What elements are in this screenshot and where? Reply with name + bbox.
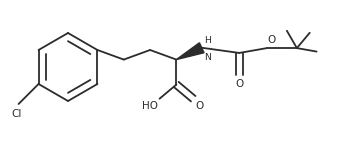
- Text: N: N: [204, 53, 211, 62]
- Text: O: O: [235, 79, 244, 89]
- Text: H: H: [204, 36, 211, 45]
- Text: O: O: [268, 35, 276, 45]
- Text: Cl: Cl: [11, 109, 22, 119]
- Text: HO: HO: [142, 101, 157, 111]
- Text: O: O: [195, 101, 203, 111]
- Polygon shape: [176, 43, 204, 60]
